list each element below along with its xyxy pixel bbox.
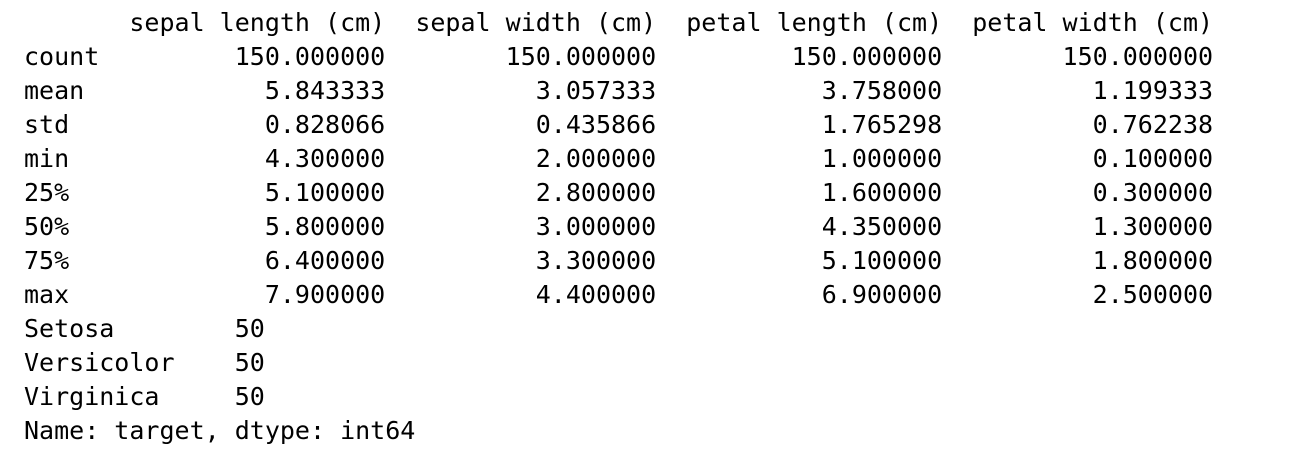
series-footer: Name: target, dtype: int64 (24, 416, 416, 445)
describe-row-75pct: 75% 6.400000 3.300000 5.100000 1.800000 (24, 246, 1214, 275)
describe-row-25pct: 25% 5.100000 2.800000 1.600000 0.300000 (24, 178, 1214, 207)
console-output: sepal length (cm) sepal width (cm) petal… (24, 6, 1274, 448)
value-counts-row-virginica: Virginica 50 (24, 382, 265, 411)
describe-row-mean: mean 5.843333 3.057333 3.758000 1.199333 (24, 76, 1214, 105)
describe-row-50pct: 50% 5.800000 3.000000 4.350000 1.300000 (24, 212, 1214, 241)
describe-row-count: count 150.000000 150.000000 150.000000 1… (24, 42, 1214, 71)
value-counts-row-setosa: Setosa 50 (24, 314, 265, 343)
describe-row-std: std 0.828066 0.435866 1.765298 0.762238 (24, 110, 1214, 139)
describe-row-min: min 4.300000 2.000000 1.000000 0.100000 (24, 144, 1214, 173)
value-counts-row-versicolor: Versicolor 50 (24, 348, 265, 377)
describe-header-row: sepal length (cm) sepal width (cm) petal… (24, 8, 1214, 37)
describe-row-max: max 7.900000 4.400000 6.900000 2.500000 (24, 280, 1214, 309)
